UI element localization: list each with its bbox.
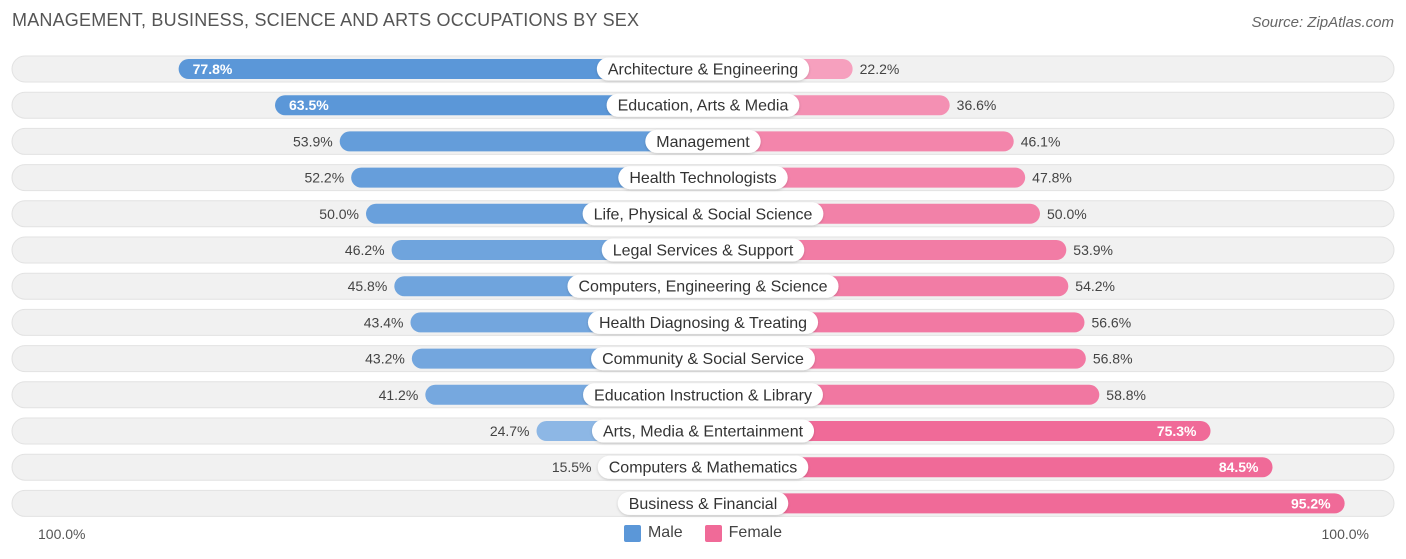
bar-female — [703, 493, 1345, 514]
category-label-pill — [591, 347, 815, 371]
category-label-pill — [617, 491, 789, 515]
male-value-label: 43.2% — [365, 351, 405, 367]
male-value-label: 24.7% — [490, 423, 530, 439]
legend-label-female: Female — [728, 524, 783, 541]
male-value-label: 43.4% — [364, 314, 404, 330]
category-label: Computers & Mathematics — [609, 460, 798, 477]
bar-male — [351, 167, 703, 188]
male-value-label: 50.0% — [319, 206, 359, 222]
category-label: Business & Financial — [629, 496, 778, 513]
category-label: Life, Physical & Social Science — [594, 206, 813, 223]
female-value-label: 56.8% — [1093, 351, 1133, 367]
bar-female — [703, 421, 1211, 441]
bar-female — [703, 457, 1273, 478]
category-label-pill — [582, 202, 824, 226]
female-value-label: 47.8% — [1032, 170, 1072, 186]
male-value-label: 15.5% — [552, 459, 592, 475]
bar-female — [703, 131, 1014, 152]
male-value-label: 77.8% — [193, 61, 233, 77]
chart-row: 52.2% 47.8% Health Technologists — [11, 164, 1395, 192]
category-label-pill — [567, 274, 839, 298]
category-label: Legal Services & Support — [613, 243, 794, 260]
category-label: Community & Social Service — [602, 351, 804, 368]
chart-row: 43.4% 56.6% Health Diagnosing & Treating — [11, 308, 1395, 336]
legend-swatch-female — [704, 524, 722, 542]
axis-right-label: 100.0% — [1321, 526, 1369, 542]
chart-row: 46.2% 53.9% Legal Services & Support — [11, 236, 1395, 264]
male-value-label: 53.9% — [293, 133, 333, 149]
category-label: Education, Arts & Media — [618, 98, 789, 115]
category-label-pill — [587, 310, 819, 334]
bar-male — [275, 95, 703, 116]
category-label-pill — [597, 455, 809, 479]
female-value-label: 46.1% — [1021, 133, 1061, 149]
bar-male — [339, 131, 703, 152]
female-value-label: 22.2% — [860, 61, 900, 77]
female-value-label: 54.2% — [1075, 278, 1115, 294]
legend-label-male: Male — [647, 524, 683, 541]
female-value-label: 36.6% — [957, 97, 997, 113]
male-value-label: 41.2% — [379, 387, 419, 403]
female-value-label: 75.3% — [1157, 423, 1197, 439]
bar-male — [178, 59, 704, 79]
legend-swatch-male — [623, 524, 641, 542]
male-value-label: 46.2% — [345, 242, 385, 258]
category-label-pill — [645, 129, 761, 153]
category-label-pill — [601, 238, 805, 262]
male-value-label: 45.8% — [348, 278, 388, 294]
chart-row: 15.5% 84.5% Computers & Mathematics — [11, 453, 1395, 481]
axis-left-label: 100.0% — [38, 526, 86, 542]
chart-row: 43.2% 56.8% Community & Social Service — [11, 345, 1395, 373]
category-label: Health Diagnosing & Treating — [599, 315, 807, 332]
category-label-pill — [591, 419, 815, 443]
chart-rows: 77.8% 22.2% Architecture & Engineering 63.5… — [11, 55, 1395, 517]
category-label-pill — [606, 93, 800, 117]
female-value-label: 58.8% — [1106, 387, 1146, 403]
chart-row: 24.7% 75.3% Arts, Media & Entertainment — [11, 417, 1395, 445]
category-label: Health Technologists — [629, 170, 776, 187]
female-value-label: 84.5% — [1219, 459, 1259, 475]
legend-item-female: Female — [704, 524, 783, 542]
chart-row: 53.9% 46.1% Management — [11, 127, 1395, 155]
chart-title: MANAGEMENT, BUSINESS, SCIENCE AND ARTS O… — [12, 10, 640, 30]
legend-item-male: Male — [623, 524, 683, 542]
category-label-pill — [583, 383, 823, 407]
male-value-label: 52.2% — [304, 170, 344, 186]
male-value-label: 63.5% — [289, 97, 329, 113]
chart-row: 63.5% 36.6% Education, Arts & Media — [11, 91, 1395, 119]
category-label-pill — [618, 166, 788, 190]
category-label-pill — [596, 57, 810, 81]
category-label: Arts, Media & Entertainment — [603, 424, 804, 441]
female-value-label: 50.0% — [1047, 206, 1087, 222]
chart-row: 77.8% 22.2% Architecture & Engineering — [11, 55, 1395, 83]
female-value-label: 53.9% — [1073, 242, 1113, 258]
category-label: Management — [656, 134, 750, 151]
source-note: Source: ZipAtlas.com — [1251, 14, 1394, 31]
category-label: Education Instruction & Library — [594, 387, 812, 404]
chart-row: 4.8%95.2%Business & Financial — [11, 489, 1395, 517]
category-label: Computers, Engineering & Science — [578, 279, 827, 296]
female-value-label: 95.2% — [1291, 495, 1331, 511]
female-value-label: 56.6% — [1091, 314, 1131, 330]
category-label: Architecture & Engineering — [608, 62, 798, 79]
chart-row: 45.8% 54.2% Computers, Engineering & Scien… — [11, 272, 1395, 300]
chart-row: 50.0% 50.0% Life, Physical & Social Scienc… — [11, 200, 1395, 228]
chart-row: 41.2% 58.8% Education Instruction & Librar… — [11, 381, 1395, 409]
legend: Male Female — [0, 524, 1406, 542]
